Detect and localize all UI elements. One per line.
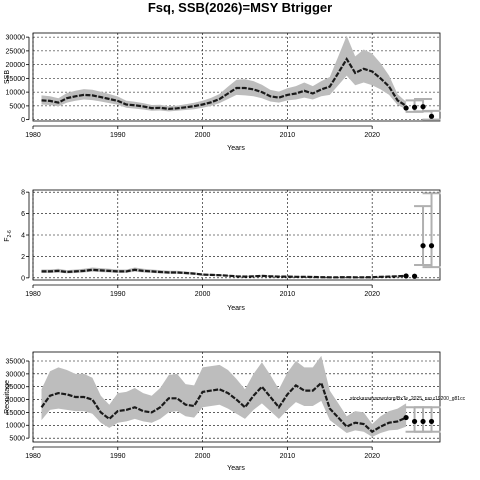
recruitment-annotation: stockassessmentorg/BxTe_2025_run,r19200_…	[350, 396, 466, 402]
f-y-tick-label: 2	[21, 254, 25, 261]
recruitment-x-tick-label: 2000	[195, 453, 211, 460]
f-y-label: F2-6	[4, 230, 13, 242]
recruitment-y-label: Recruitage	[4, 380, 11, 414]
ssb-y-axis: 0 5000 10000 15000 20000 25000 30000	[6, 35, 30, 124]
ssb-y-tick-label: 5000	[9, 103, 25, 110]
ssb-y-tick-label: 30000	[6, 35, 26, 42]
ssb-x-axis: 1980 1990 2000 2010 2020	[25, 125, 380, 139]
panel-ssb: 1980 1990 2000 2010 2020 0 5000 10000 15000 2000…	[4, 32, 441, 152]
ssb-y-tick-label: 10000	[6, 90, 26, 97]
panel-f: 1980 1990 2000 2010 2020 0 2 4 6 8 Years F2-6	[4, 190, 441, 312]
ssb-confidence-band	[41, 35, 407, 112]
recruitment-projection-point	[420, 418, 426, 425]
f-projection-point	[403, 273, 409, 279]
recruitment-estimate-line	[40, 380, 407, 434]
recruitment-y-tick-label: 5000	[9, 436, 25, 443]
panel-recruitment: 1980 1990 2000 2010 2020 5000 10000 15000 20000…	[4, 351, 466, 472]
recruitment-y-tick-label: 10000	[6, 423, 26, 430]
ssb-y-tick-label: 25000	[6, 48, 26, 55]
ssb-y-tick-label: 20000	[6, 62, 26, 69]
f-y-tick-label: 0	[21, 275, 25, 282]
f-projection-point	[420, 243, 426, 249]
ssb-x-tick-label: 1990	[110, 132, 126, 139]
recruitment-x-axis: 1980 1990 2000 2010 2020	[25, 446, 380, 460]
recruitment-x-tick-label: 2020	[364, 453, 380, 460]
figure-title: Fsq, SSB(2026)=MSY Btrigger	[148, 0, 332, 15]
ssb-estimate-line	[41, 56, 407, 111]
f-x-axis: 1980 1990 2000 2010 2020	[25, 284, 380, 298]
recruitment-y-tick-label: 35000	[6, 358, 26, 365]
f-projection-point	[411, 273, 418, 279]
ssb-x-tick-label: 2020	[364, 132, 380, 139]
ssb-x-tick-label: 2010	[280, 132, 296, 139]
f-projection-point	[428, 243, 435, 249]
recruitment-y-tick-label: 15000	[6, 410, 26, 417]
f-x-label: Years	[227, 305, 245, 312]
recruitment-y-tick-label: 20000	[6, 397, 26, 404]
ssb-projection-point	[411, 104, 418, 110]
ssb-x-tick-label: 2000	[195, 132, 211, 139]
ssb-projection	[403, 98, 441, 121]
ssb-projection-point	[420, 104, 426, 110]
f-y-tick-label: 4	[21, 232, 25, 239]
recruitment-y-axis: 5000 10000 15000 20000 25000 30000 35000	[6, 358, 30, 443]
f-y-axis: 0 2 4 6 8	[21, 190, 30, 282]
ssb-x-tick-label: 1980	[25, 132, 41, 139]
recruitment-y-tick-label: 25000	[6, 384, 26, 391]
ssb-projection-point	[403, 105, 409, 111]
f-gridlines	[32, 190, 440, 280]
f-x-tick-label: 2000	[195, 291, 211, 298]
recruitment-projection-point	[403, 414, 409, 421]
f-estimate-line	[41, 268, 407, 279]
ssb-y-label: SSB	[4, 70, 11, 84]
f-x-tick-label: 1980	[25, 291, 41, 298]
ssb-y-tick-label: 0	[21, 117, 25, 124]
f-projection	[403, 192, 441, 279]
recruitment-projection-point	[411, 418, 418, 425]
recruitment-x-label: Years	[227, 465, 245, 472]
ssb-x-label: Years	[227, 145, 245, 152]
f-y-label-sub: 2-6	[7, 230, 13, 237]
f-y-tick-label: 6	[21, 211, 25, 218]
recruitment-projection-point	[428, 418, 435, 425]
f-y-label-main: F	[4, 237, 11, 241]
recruitment-x-tick-label: 1980	[25, 453, 41, 460]
ssb-projection-point	[428, 113, 435, 119]
f-y-tick-label: 8	[21, 190, 25, 197]
f-x-tick-label: 2010	[280, 291, 296, 298]
f-x-tick-label: 2020	[364, 291, 380, 298]
recruitment-projection	[403, 406, 441, 433]
recruitment-x-tick-label: 2010	[280, 453, 296, 460]
recruitment-confidence-band	[41, 355, 407, 437]
recruitment-x-tick-label: 1990	[110, 453, 126, 460]
ssb-y-tick-label: 15000	[6, 76, 26, 83]
recruitment-y-tick-label: 30000	[6, 371, 26, 378]
f-x-tick-label: 1990	[110, 291, 126, 298]
